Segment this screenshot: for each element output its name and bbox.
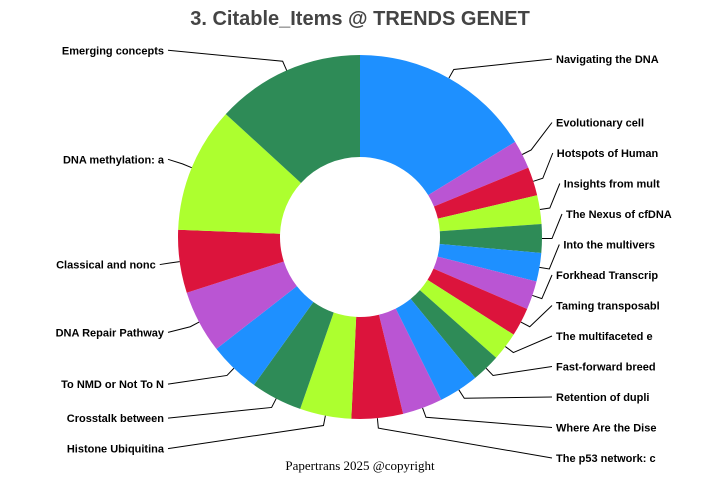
slice-label-19: Emerging concepts: [62, 45, 164, 57]
slices-group: [178, 55, 542, 420]
leader-line-14: [167, 398, 277, 419]
slice-3: [437, 195, 542, 232]
slice-15: [216, 286, 314, 385]
slice-label-12: The p53 network: c: [556, 453, 656, 465]
slice-label-13: Histone Ubiquitina: [67, 444, 165, 456]
slice-label-2: Hotspots of Human: [557, 148, 659, 160]
slice-label-8: The multifaceted e: [556, 331, 653, 343]
slice-13: [300, 312, 357, 419]
chart-title: 3. Citable_Items @ TRENDS GENET: [190, 8, 530, 30]
slice-4: [439, 223, 542, 253]
slice-label-17: Classical and nonc: [56, 260, 156, 272]
slice-label-10: Retention of dupli: [556, 392, 649, 404]
slice-1: [428, 141, 529, 207]
slice-label-16: DNA Repair Pathway: [56, 327, 165, 339]
slice-label-18: DNA methylation: a: [63, 154, 165, 166]
slice-8: [419, 279, 514, 358]
slice-6: [433, 256, 537, 309]
leader-line-4: [541, 213, 563, 240]
leader-line-2: [533, 152, 554, 182]
slice-label-3: Insights from mult: [564, 179, 660, 191]
slice-label-1: Evolutionary cell: [556, 118, 644, 130]
slice-7: [427, 268, 528, 335]
slice-0: [360, 55, 516, 196]
leader-line-9: [485, 366, 553, 376]
leader-line-6: [532, 274, 553, 300]
slice-label-15: To NMD or Not To N: [61, 379, 164, 391]
leader-line-12: [376, 418, 553, 459]
slice-12: [351, 314, 404, 420]
leader-line-1: [522, 122, 553, 155]
slice-5: [437, 244, 542, 282]
slice-label-0: Navigating the DNA: [556, 54, 659, 66]
slice-14: [253, 302, 334, 409]
leader-line-13: [167, 415, 326, 450]
slice-label-5: Into the multivers: [563, 240, 655, 252]
leaders-group: [159, 49, 563, 459]
leader-line-3: [539, 183, 561, 211]
leader-line-5: [539, 244, 560, 270]
slice-9: [410, 290, 497, 378]
slice-label-14: Crosstalk between: [67, 413, 164, 425]
slice-17: [178, 229, 284, 293]
leader-line-8: [505, 335, 553, 354]
leader-line-11: [422, 407, 553, 428]
slice-label-4: The Nexus of cfDNA: [566, 209, 672, 221]
leader-line-17: [159, 261, 180, 266]
leader-line-19: [167, 49, 288, 71]
slice-18: [178, 114, 302, 234]
labels-group: Navigating the DNA Evolutionary cell Hotsp…: [56, 45, 672, 465]
copyright-footer: Papertrans 2025 @copyright: [285, 458, 435, 473]
slice-10: [395, 298, 476, 400]
slice-label-6: Forkhead Transcrip: [556, 270, 658, 282]
leader-line-15: [167, 367, 235, 385]
slice-label-9: Fast-forward breed: [556, 362, 656, 374]
leader-line-7: [520, 305, 553, 328]
slice-label-11: Where Are the Dise: [556, 423, 656, 435]
slice-16: [186, 261, 297, 349]
leader-line-16: [167, 321, 200, 333]
leader-line-10: [458, 389, 553, 399]
slice-label-7: Taming transposabl: [556, 301, 660, 313]
leader-line-0: [448, 58, 553, 79]
slice-19: [225, 55, 360, 183]
slice-2: [433, 167, 538, 219]
slice-11: [378, 308, 442, 414]
leader-line-18: [167, 158, 192, 169]
